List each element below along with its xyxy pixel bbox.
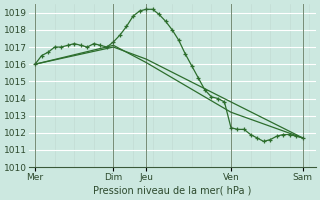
X-axis label: Pression niveau de la mer( hPa ): Pression niveau de la mer( hPa ) — [93, 186, 252, 196]
